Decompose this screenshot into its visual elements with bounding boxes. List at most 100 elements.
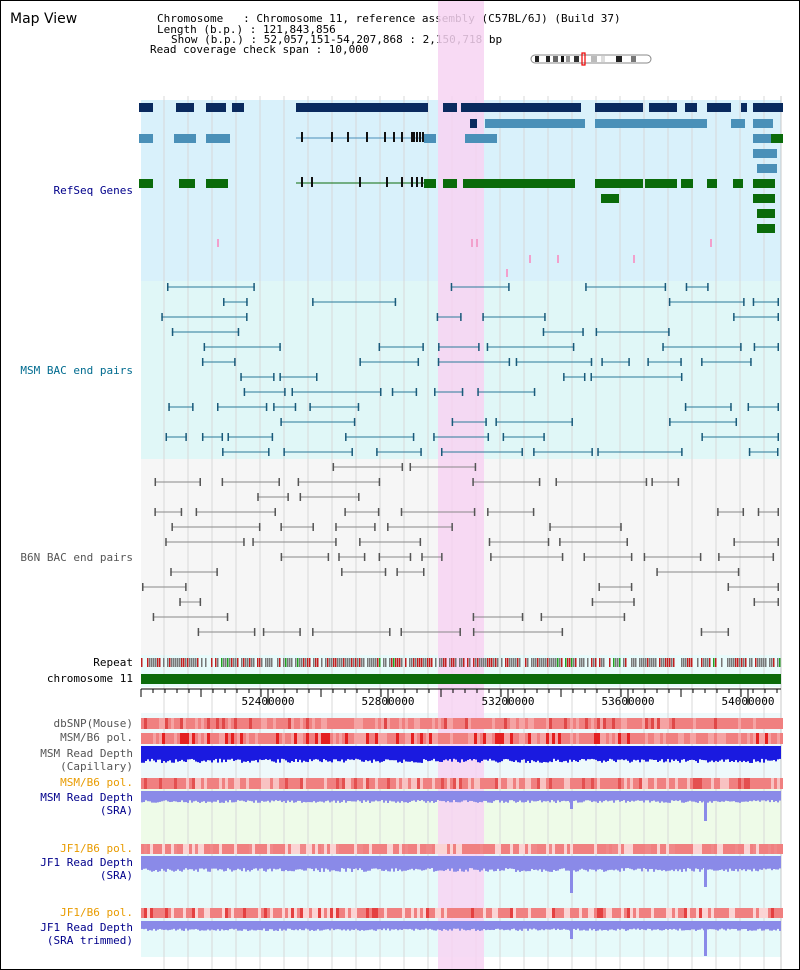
heat-cell	[294, 844, 297, 854]
depth-bar	[555, 746, 557, 761]
repeat-element	[445, 658, 447, 667]
heat-cell	[660, 718, 663, 729]
depth-bar	[497, 856, 499, 869]
heat-cell	[438, 733, 441, 744]
depth-bar	[389, 856, 391, 872]
depth-bar	[687, 921, 689, 931]
heat-cell	[663, 718, 666, 729]
repeat-element	[643, 658, 645, 667]
depth-bar	[369, 746, 371, 761]
depth-bar	[157, 746, 159, 760]
depth-bar	[177, 921, 179, 930]
depth-bar	[437, 791, 439, 801]
bac-end-marker	[253, 283, 255, 291]
depth-bar	[163, 856, 165, 871]
track-label-jf1-pol-2[interactable]: JF1/B6 pol.	[60, 906, 133, 919]
heat-cell	[573, 908, 576, 918]
heat-cell	[423, 718, 426, 729]
track-label-msm-pol-1[interactable]: MSM/B6 pol.	[60, 731, 133, 744]
heat-cell	[303, 718, 306, 729]
depth-bar	[695, 921, 697, 931]
bac-end-marker	[777, 598, 779, 606]
bac-end-marker	[772, 553, 775, 561]
depth-bar	[559, 856, 561, 870]
ideogram-band	[535, 56, 539, 62]
depth-bar	[573, 921, 575, 929]
heat-cell	[447, 778, 450, 789]
repeat-element	[335, 658, 337, 667]
track-label-repeat[interactable]: Repeat	[93, 656, 133, 669]
heat-cell	[711, 718, 714, 729]
depth-bar	[741, 921, 743, 930]
bac-end-marker	[542, 328, 545, 336]
heat-cell	[741, 844, 744, 854]
depth-bar	[315, 791, 317, 803]
bac-end-marker	[246, 313, 248, 321]
depth-bar	[747, 746, 749, 762]
heat-cell	[708, 778, 711, 789]
heat-cell	[294, 908, 297, 918]
heat-cell	[639, 718, 642, 729]
depth-bar	[407, 921, 409, 930]
repeat-element	[341, 658, 343, 667]
gene-exon	[753, 119, 773, 128]
repeat-element	[689, 658, 691, 667]
depth-bar	[535, 921, 537, 930]
heat-cell	[405, 733, 408, 744]
depth-bar	[581, 791, 583, 803]
track-label-refseq[interactable]: RefSeq Genes	[53, 184, 133, 197]
depth-bar	[397, 856, 399, 871]
track-label-msm-depth-sra[interactable]: MSM Read Depth	[40, 791, 133, 804]
track-label-chromosome[interactable]: chromosome 11	[46, 672, 133, 685]
heat-cell	[555, 718, 558, 729]
depth-bar	[177, 791, 179, 803]
track-label-msm-pol-2[interactable]: MSM/B6 pol.	[60, 776, 133, 789]
track-label-jf1-pol-1[interactable]: JF1/B6 pol.	[60, 842, 133, 855]
depth-bar	[563, 921, 565, 929]
heat-cell	[696, 908, 699, 918]
depth-bar	[217, 791, 219, 801]
heat-cell	[405, 908, 408, 918]
heat-cell	[627, 778, 630, 789]
repeat-element	[439, 658, 441, 667]
track-label-b6n-bac[interactable]: B6N BAC end pairs	[20, 551, 133, 564]
bac-end-marker	[374, 523, 376, 531]
heat-cell	[519, 908, 522, 918]
repeat-element	[205, 658, 207, 667]
repeat-element	[527, 658, 529, 667]
heat-cell	[615, 778, 618, 789]
repeat-element	[513, 658, 515, 667]
heat-cell	[696, 718, 699, 729]
track-label-msm-depth-cap[interactable]: MSM Read Depth	[40, 747, 133, 760]
heat-cell	[456, 844, 459, 854]
bac-end-marker	[287, 493, 289, 501]
heat-cell	[291, 733, 294, 744]
repeat-element	[385, 658, 387, 667]
heat-cell	[411, 778, 414, 789]
depth-bar	[251, 791, 253, 802]
depth-bar	[459, 791, 461, 803]
gene-exon	[649, 103, 677, 112]
depth-bar	[443, 791, 445, 802]
heat-cell	[342, 733, 345, 744]
heat-cell	[588, 844, 591, 854]
track-label-msm-bac[interactable]: MSM BAC end pairs	[20, 364, 133, 377]
depth-bar	[403, 921, 405, 929]
track-label-jf1-trim[interactable]: JF1 Read Depth	[40, 921, 133, 934]
depth-bar	[737, 921, 739, 931]
track-label-jf1-depth[interactable]: JF1 Read Depth	[40, 856, 133, 869]
repeat-element	[575, 658, 577, 667]
gene-exon	[753, 179, 775, 188]
gene-exon	[771, 134, 783, 143]
heat-cell	[570, 778, 573, 789]
depth-bar	[749, 791, 751, 801]
depth-bar	[497, 921, 499, 929]
bac-end-marker	[357, 403, 360, 411]
heat-cell	[246, 778, 249, 789]
depth-bar	[673, 746, 675, 761]
depth-bar	[291, 746, 293, 762]
depth-bar	[225, 856, 227, 871]
track-label-dbsnp[interactable]: dbSNP(Mouse)	[53, 717, 133, 730]
depth-bar	[409, 791, 411, 802]
